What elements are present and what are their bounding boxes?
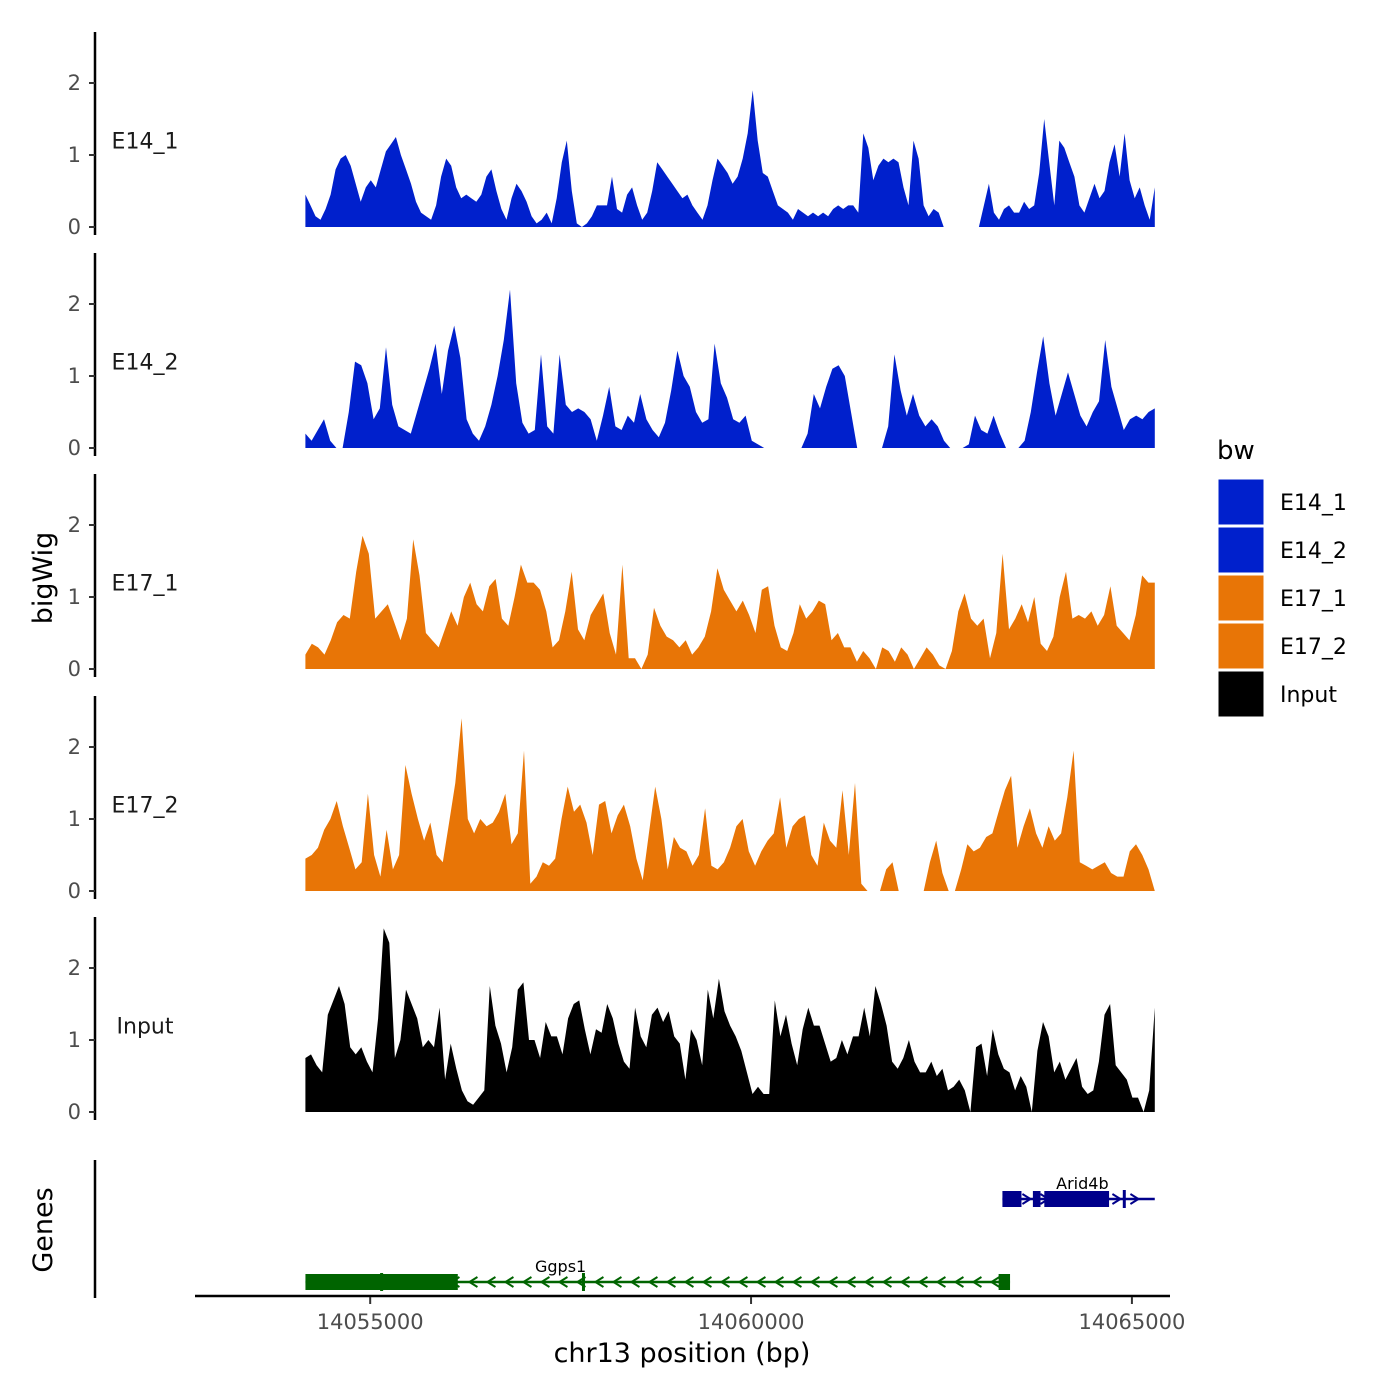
strand-chevron [863, 1276, 874, 1288]
track-label: E14_1 [112, 130, 179, 155]
strand-chevron [719, 1276, 730, 1288]
strand-chevron [503, 1276, 514, 1288]
track-label: E17_1 [112, 572, 179, 597]
strand-chevron [485, 1276, 496, 1288]
strand-chevron [665, 1276, 676, 1288]
legend-label: Input [1280, 683, 1337, 708]
y-tick-label: 2 [68, 71, 81, 95]
signal-area [305, 928, 1155, 1112]
y-tick-label: 2 [68, 513, 81, 537]
legend-swatch [1217, 622, 1265, 670]
legend-swatch [1217, 574, 1265, 622]
y-tick-label: 1 [68, 585, 81, 609]
strand-chevron [629, 1276, 640, 1288]
strand-chevron [935, 1276, 946, 1288]
y-tick-label: 2 [68, 956, 81, 980]
signal-area [305, 289, 1155, 448]
track-label: E14_2 [112, 351, 179, 376]
x-tick-label: 14055000 [317, 1310, 424, 1334]
signal-area [305, 535, 1155, 669]
strand-chevron [737, 1276, 748, 1288]
y-tick-label: 0 [68, 1100, 81, 1124]
y-tick-label: 1 [68, 1028, 81, 1052]
genes-panel: Arid4b Ggps1 [93, 1160, 1155, 1298]
genes-axis-title: Genes [28, 1187, 59, 1272]
signal-area [305, 90, 1155, 227]
track-e14-1: 0 1 2 E14_1 [68, 32, 1155, 239]
strand-chevron [791, 1276, 802, 1288]
strand-chevron [539, 1276, 550, 1288]
gene-exon [305, 1274, 458, 1290]
strand-chevron [827, 1276, 838, 1288]
y-tick-label: 0 [68, 657, 81, 681]
strand-chevron [953, 1276, 964, 1288]
gene-label: Arid4b [1056, 1174, 1108, 1193]
strand-chevron [971, 1276, 982, 1288]
gene-exon [998, 1274, 1011, 1290]
gene-ggps1: Ggps1 [305, 1257, 1011, 1291]
strand-chevron [755, 1276, 766, 1288]
strand-chevron [773, 1276, 784, 1288]
gene-exon [1044, 1191, 1110, 1207]
signal-tracks: 0 1 2 E14_1 0 1 2 E14_2 0 1 2 E17_1 0 1 2 E17_2 0 1 2 Input [68, 32, 1155, 1124]
strand-chevron [593, 1276, 604, 1288]
y-tick-label: 1 [68, 364, 81, 388]
track-e17-2: 0 1 2 E17_2 [68, 696, 1155, 903]
signal-area [305, 718, 1155, 891]
legend-swatch [1217, 670, 1265, 718]
strand-chevron [809, 1276, 820, 1288]
y-tick-label: 1 [68, 143, 81, 167]
strand-chevron [845, 1276, 856, 1288]
legend-label: E14_2 [1280, 539, 1347, 564]
y-tick-label: 2 [68, 735, 81, 759]
strand-chevron [1111, 1193, 1123, 1205]
y-tick-label: 0 [68, 215, 81, 239]
strand-chevron [881, 1276, 892, 1288]
strand-chevron [521, 1276, 532, 1288]
track-e17-1: 0 1 2 E17_1 [68, 474, 1155, 681]
strand-chevron [1021, 1193, 1033, 1205]
strand-chevron [917, 1276, 928, 1288]
x-tick-label: 14060000 [698, 1310, 805, 1334]
track-e14-2: 0 1 2 E14_2 [68, 253, 1155, 460]
legend-label: E14_1 [1280, 491, 1347, 516]
legend-label: E17_1 [1280, 587, 1347, 612]
gene-exon [1002, 1191, 1022, 1207]
gene-exon [1032, 1191, 1041, 1207]
y-tick-label: 0 [68, 436, 81, 460]
x-axis: 14055000 14060000 14065000 [195, 1294, 1185, 1334]
legend: bw E14_1 E14_2 E17_1 E17_2 Input [1217, 436, 1347, 718]
strand-chevron [647, 1276, 658, 1288]
legend-swatch [1217, 526, 1265, 574]
strand-chevron [557, 1276, 568, 1288]
gene-label: Ggps1 [535, 1257, 586, 1276]
track-input: 0 1 2 Input [68, 917, 1155, 1124]
track-label: E17_2 [112, 794, 179, 819]
y-tick-label: 0 [68, 879, 81, 903]
gene-arid4b: Arid4b [1002, 1174, 1155, 1208]
strand-chevron [683, 1276, 694, 1288]
strand-chevron [467, 1276, 478, 1288]
strand-chevron [1129, 1193, 1141, 1205]
legend-label: E17_2 [1280, 635, 1347, 660]
x-axis-title: chr13 position (bp) [554, 1338, 811, 1369]
strand-chevron [899, 1276, 910, 1288]
y-axis-title: bigWig [28, 532, 59, 625]
legend-swatch [1217, 478, 1265, 526]
y-tick-label: 1 [68, 807, 81, 831]
strand-chevron [989, 1276, 1000, 1288]
legend-title: bw [1217, 436, 1255, 466]
strand-chevron [611, 1276, 622, 1288]
strand-chevron [701, 1276, 712, 1288]
y-tick-label: 2 [68, 292, 81, 316]
x-tick-label: 14065000 [1078, 1310, 1185, 1334]
track-label: Input [117, 1015, 174, 1040]
